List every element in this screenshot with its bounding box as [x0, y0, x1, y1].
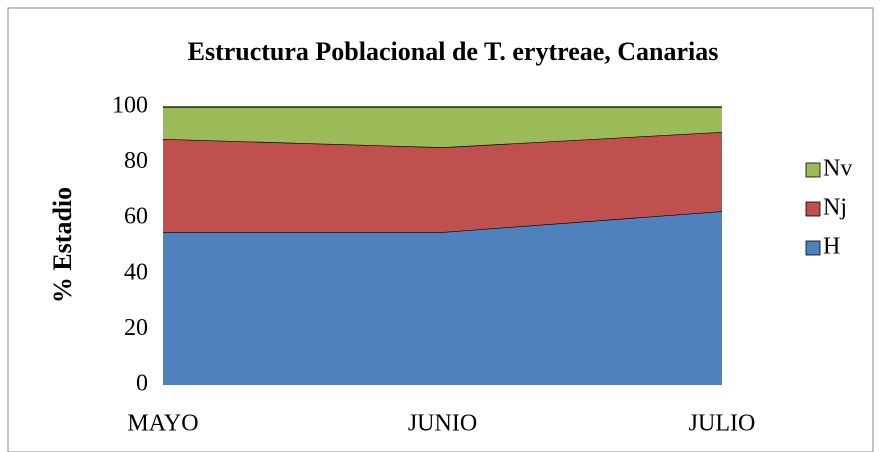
legend-swatch — [805, 240, 821, 256]
y-tick-label: 40 — [124, 259, 148, 285]
legend-label: Nv — [823, 156, 852, 182]
legend-swatch — [805, 201, 821, 217]
y-tick-label: 0 — [136, 371, 148, 397]
legend-swatch — [805, 162, 821, 178]
y-axis-label: % Estadio — [48, 187, 77, 303]
area — [163, 211, 722, 385]
area — [163, 107, 722, 148]
x-tick-label: JUNIO — [408, 411, 477, 437]
y-tick-label: 20 — [124, 315, 148, 341]
x-tick-label: MAYO — [127, 411, 198, 437]
y-tick-label: 100 — [112, 93, 148, 119]
y-tick-label: 80 — [124, 148, 148, 174]
legend-label: H — [823, 234, 840, 260]
legend-label: Nj — [823, 195, 847, 221]
chart-title: Estructura Poblacional de T. erytreae, C… — [188, 37, 719, 66]
x-tick-label: JULIO — [689, 411, 756, 437]
y-tick-label: 60 — [124, 204, 148, 230]
area — [163, 132, 722, 233]
